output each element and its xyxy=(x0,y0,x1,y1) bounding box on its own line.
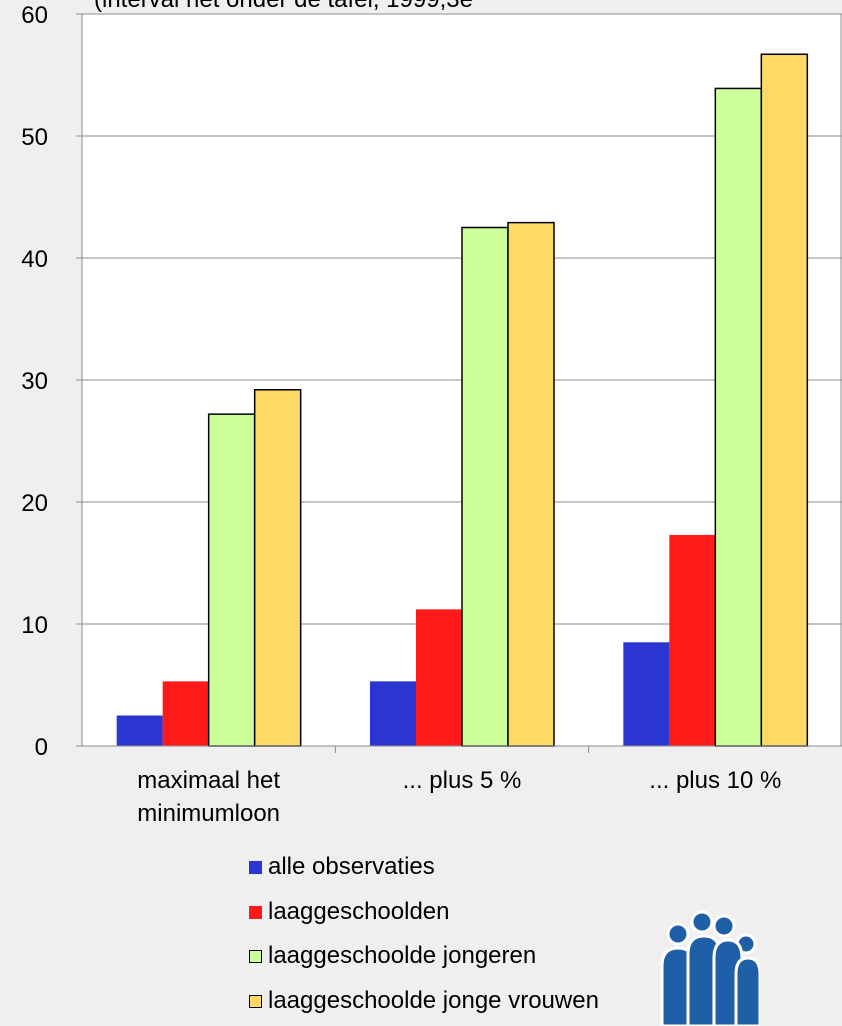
legend-label: laaggeschoolde jongeren xyxy=(268,942,537,969)
legend-label: laaggeschoolde jonge vrouwen xyxy=(268,987,599,1014)
y-tick-label: 40 xyxy=(21,246,48,273)
x-tick-label: ... plus 5 % xyxy=(403,767,522,794)
legend-swatch xyxy=(249,949,262,963)
legend-item-laaggeschoolde-jongeren: laaggeschoolde jongeren xyxy=(249,941,536,971)
bar xyxy=(253,389,302,747)
bar xyxy=(507,221,555,747)
legend-swatch xyxy=(249,994,262,1008)
chart-subtitle: (interval net onder de tafel, 1999,3e xyxy=(94,0,473,14)
y-tick-label: 60 xyxy=(21,2,48,29)
bar xyxy=(207,413,256,747)
y-tick-label: 10 xyxy=(21,612,48,639)
legend-item-laaggeschoolden: laaggeschoolden xyxy=(249,897,450,927)
y-tick-label: 20 xyxy=(21,490,48,517)
plot-border xyxy=(81,13,842,747)
bar xyxy=(461,226,509,747)
legend-item-alle-observaties: alle observaties xyxy=(249,852,435,882)
bar xyxy=(416,609,462,746)
legend-swatch xyxy=(249,860,262,874)
bar xyxy=(714,87,763,747)
x-tick-label: ... plus 10 % xyxy=(649,767,781,794)
bar xyxy=(623,642,670,746)
y-tick-label: 50 xyxy=(21,124,48,151)
bar xyxy=(370,681,416,746)
y-tick-label: 0 xyxy=(35,734,48,761)
y-tick-label: 30 xyxy=(21,368,48,395)
x-tick-label: minimumloon xyxy=(137,800,280,827)
people-group-icon xyxy=(660,910,760,1026)
legend-label: alle observaties xyxy=(268,853,435,880)
legend-swatch xyxy=(249,905,262,919)
bar xyxy=(669,534,716,746)
x-tick-label: maximaal het xyxy=(137,767,280,794)
legend-item-laaggeschoolde-jonge-vrouwen: laaggeschoolde jonge vrouwen xyxy=(249,986,599,1016)
legend-label: laaggeschoolden xyxy=(268,898,450,925)
bar xyxy=(162,681,209,746)
bar xyxy=(760,53,809,747)
bar xyxy=(116,715,163,746)
